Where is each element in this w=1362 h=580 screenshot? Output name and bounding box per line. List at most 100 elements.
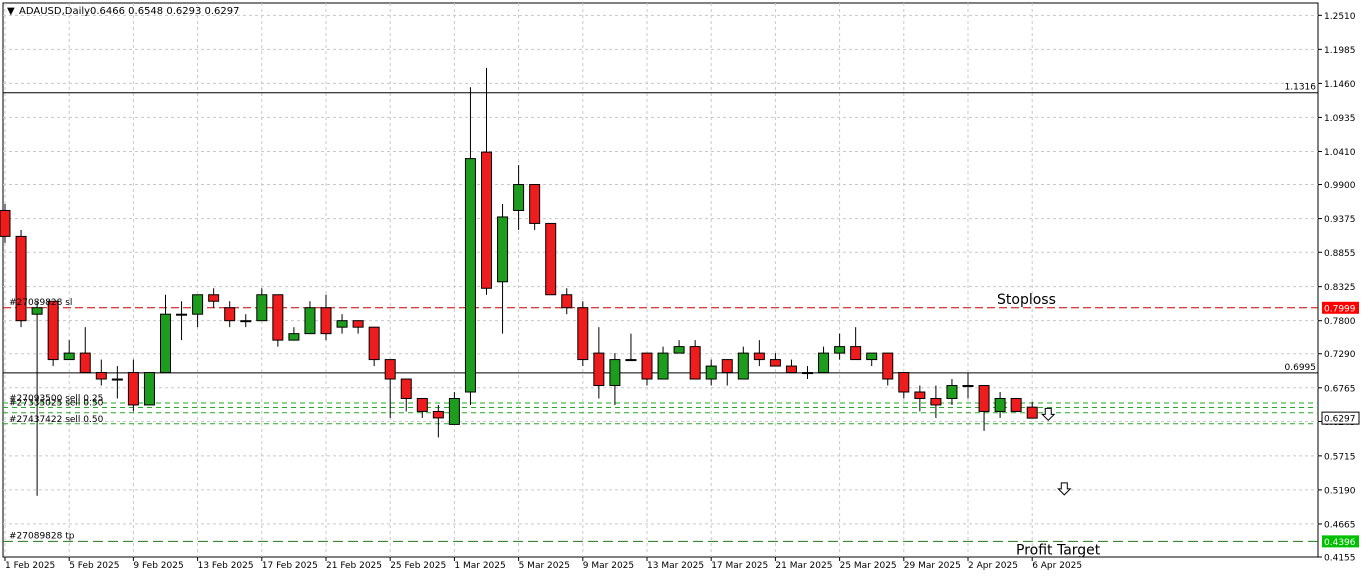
- candle-body-bear: [15, 235, 27, 322]
- candle-body-bull: [111, 378, 123, 381]
- x-axis-tick-label: 17 Mar 2025: [711, 561, 768, 571]
- candle-body-bull: [657, 352, 669, 380]
- candles: [0, 67, 1038, 496]
- candle-body-bear: [352, 320, 364, 328]
- candle-body-bear: [785, 365, 797, 374]
- stoploss-text: Stoploss: [997, 292, 1056, 308]
- candle-body-bull: [705, 365, 717, 380]
- axes: 1.2510 1.1985 1.1460 1.0935 1.0410 0.9900 0.93…: [4, 12, 1360, 571]
- candle-body-bear: [914, 391, 926, 399]
- x-axis-tick-label: 1 Feb 2025: [5, 561, 55, 571]
- candle-body-bull: [464, 158, 476, 393]
- x-axis-tick-label: 1 Mar 2025: [454, 561, 505, 571]
- candle-body-bull: [240, 320, 252, 323]
- candle-body-bear: [320, 307, 332, 335]
- y-axis-tick-label: 0.7800: [1324, 317, 1356, 327]
- candle-body-bear: [577, 307, 589, 361]
- candle-body-bear: [721, 359, 733, 374]
- candle-body-bear: [529, 184, 541, 224]
- candle-body-bull: [737, 352, 749, 380]
- y-axis-tick-label: 1.1985: [1324, 46, 1356, 56]
- y-axis-tick-label: 0.8855: [1324, 249, 1356, 259]
- y-axis-tick-label: 1.2510: [1324, 12, 1356, 22]
- stoploss-order-label: #27089828 sl: [9, 298, 72, 308]
- candle-body-bull: [304, 307, 316, 335]
- y-axis-tick-label: 0.8325: [1324, 283, 1356, 293]
- y-axis-tick-label: 0.9375: [1324, 215, 1356, 225]
- candle-body-bear: [400, 378, 412, 399]
- candle-body-bear: [481, 151, 492, 289]
- candle-body-bear: [127, 372, 139, 406]
- order-label: #27437422 sell 0.50: [9, 415, 104, 425]
- candle-body-bear: [689, 346, 701, 380]
- y-axis-tick-label: 0.6765: [1324, 384, 1356, 394]
- pivot-level-label: 0.6995: [1285, 363, 1317, 373]
- profit-target-order-label: #27089828 tp: [9, 531, 75, 541]
- current-price-tag: 0.6297: [1324, 415, 1356, 425]
- chart-labels: 1.1316 0.6995 #27089828 sl Stoploss #2708982…: [9, 83, 1316, 559]
- candle-body-bull: [818, 352, 830, 374]
- candle-body-bear: [47, 300, 59, 361]
- ohlc-label: 0.6466 0.6548 0.6293 0.6297: [90, 6, 240, 17]
- candle-body-bull: [962, 385, 974, 388]
- candle-body-bull: [802, 372, 813, 375]
- sell-arrow-icon: [1057, 482, 1072, 496]
- candle-body-bear: [545, 222, 557, 296]
- candle-body-bull: [63, 352, 75, 361]
- current-price-tag-bg: [1321, 411, 1360, 425]
- x-axis-tick-label: 25 Feb 2025: [390, 561, 446, 571]
- candle-body-bull: [288, 333, 300, 341]
- x-axis-tick-label: 9 Mar 2025: [583, 561, 634, 571]
- candle-body-bull: [866, 352, 878, 361]
- chart-menu-triangle[interactable]: ▼: [7, 6, 15, 17]
- stoploss-price-tag-bg: [1322, 301, 1359, 314]
- y-axis-tick-label: 0.5715: [1324, 452, 1356, 462]
- sell-arrow-icon: [1041, 407, 1056, 422]
- profit-target-price-tag: 0.4396: [1324, 538, 1356, 548]
- candle-body-bear: [1026, 406, 1038, 419]
- candle-body-bear: [0, 209, 11, 237]
- y-axis-tick-label: 0.9900: [1324, 181, 1356, 191]
- candle-body-bear: [898, 372, 910, 393]
- candle-body-bull: [625, 359, 637, 362]
- order-label: #27335025 sell 0.50: [9, 399, 104, 409]
- stoploss-price-tag: 0.7999: [1324, 304, 1356, 314]
- profit-target-price-tag-bg: [1322, 535, 1359, 548]
- y-axis-tick-label: 1.0410: [1324, 148, 1356, 158]
- candle-body-bull: [336, 320, 348, 328]
- x-axis-tick-label: 5 Feb 2025: [69, 561, 119, 571]
- plot-frame: [2, 2, 1319, 558]
- candle-body-bull: [513, 184, 525, 211]
- y-axis-tick-label: 1.1460: [1324, 80, 1356, 90]
- y-axis-tick-label: 0.7290: [1324, 350, 1356, 360]
- grid-lines: [3, 3, 1318, 557]
- candle-body-bear: [208, 294, 220, 302]
- candle-body-bear: [368, 326, 380, 361]
- candle-body-bear: [224, 307, 236, 322]
- candle-body-bear: [384, 359, 396, 380]
- candle-body-bull: [31, 307, 43, 315]
- x-axis-tick-label: 13 Mar 2025: [647, 561, 704, 571]
- candle-body-bull: [834, 346, 846, 354]
- candle-body-bull: [609, 359, 621, 387]
- y-axis-tick-label: 1.0935: [1324, 114, 1356, 124]
- y-axis-tick-label: 0.4155: [1324, 554, 1356, 564]
- candle-body-bear: [416, 397, 428, 412]
- y-axis-tick-label: 0.5190: [1324, 486, 1356, 496]
- x-axis-tick-label: 17 Feb 2025: [262, 561, 318, 571]
- candle-body-bear: [769, 359, 781, 367]
- x-axis-tick-label: 9 Feb 2025: [133, 561, 183, 571]
- candle-body-bull: [946, 385, 958, 399]
- candle-body-bear: [95, 372, 107, 380]
- candle-body-bear: [432, 410, 444, 419]
- profit-target-text: Profit Target: [1016, 542, 1101, 558]
- candle-body-bull: [994, 397, 1006, 412]
- candle-body-bull: [673, 346, 685, 354]
- candle-body-bear: [79, 352, 91, 374]
- candle-body-bear: [561, 294, 573, 309]
- candle-body-bull: [256, 294, 268, 322]
- candle-body-bear: [593, 352, 605, 387]
- symbol-label: ADAUSD,Daily: [19, 6, 90, 17]
